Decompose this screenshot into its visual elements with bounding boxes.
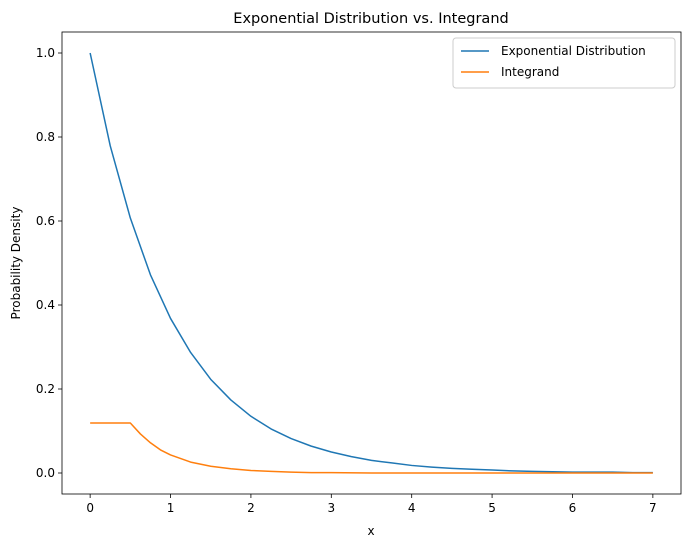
y-tick-label: 0.0: [36, 466, 55, 480]
plot-area-frame: [61, 31, 682, 495]
x-tick-label: 4: [408, 501, 416, 515]
series-line-integrand: [90, 422, 653, 474]
x-tick-label: 7: [649, 501, 657, 515]
legend-label-integrand: Integrand: [501, 65, 559, 79]
y-tick-label: 0.8: [36, 130, 55, 144]
y-axis-ticks: 0.0 0.2 0.4 0.6 0.8 1.0: [36, 46, 62, 480]
legend-label-exponential-distribution: Exponential Distribution: [501, 44, 646, 58]
y-axis-label: Probability Density: [9, 207, 23, 320]
series-line-exponential-distribution: [89, 52, 653, 474]
legend: Exponential Distribution Integrand: [452, 37, 676, 89]
y-tick-label: 0.2: [36, 382, 55, 396]
x-axis-ticks: 0 1 2 3 4 5 6 7: [86, 494, 657, 515]
x-tick-label: 2: [247, 501, 255, 515]
y-tick-label: 1.0: [36, 46, 55, 60]
x-tick-label: 6: [569, 501, 577, 515]
series-layer: [89, 52, 653, 474]
x-tick-label: 5: [488, 501, 496, 515]
y-tick-label: 0.6: [36, 214, 55, 228]
y-tick-label: 0.4: [36, 298, 55, 312]
x-tick-label: 1: [167, 501, 175, 515]
chart-title: Exponential Distribution vs. Integrand: [233, 11, 508, 27]
x-axis-label: x: [367, 524, 374, 538]
legend-box: [452, 37, 676, 89]
x-tick-label: 0: [86, 501, 94, 515]
x-tick-label: 3: [327, 501, 335, 515]
